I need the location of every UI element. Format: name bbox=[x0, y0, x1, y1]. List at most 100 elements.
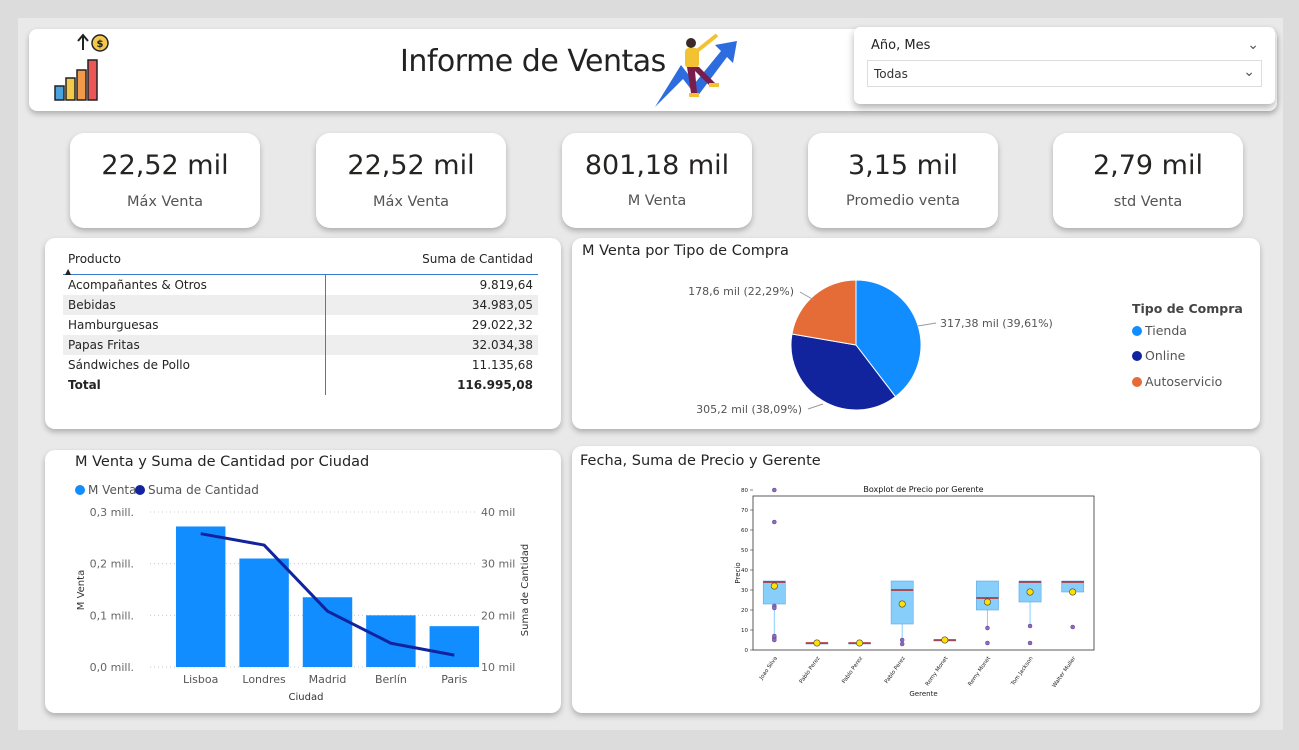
combo-chart-panel[interactable]: M Venta y Suma de Cantidad por Ciudad M … bbox=[45, 450, 561, 713]
bar-madrid bbox=[302, 597, 353, 667]
table: Producto ▲ Suma de Cantidad Acompañantes… bbox=[63, 248, 538, 395]
x-axis-tick-label: Madrid bbox=[309, 673, 347, 686]
y-axis-title: M Venta bbox=[76, 570, 87, 610]
boxplot-title: Boxplot de Precio por Gerente bbox=[863, 485, 983, 494]
x-axis-tick-label: Berlín bbox=[375, 673, 407, 686]
person-on-arrow-illustration bbox=[655, 33, 737, 107]
cell-quantity: 11.135,68 bbox=[325, 354, 538, 375]
pie-data-label: 178,6 mil (22,29%) bbox=[688, 285, 794, 298]
legend-item-suma-cantidad[interactable]: Suma de Cantidad bbox=[135, 483, 259, 497]
kpi-label: Máx Venta bbox=[126, 194, 204, 210]
pie-data-label: 305,2 mil (38,09%) bbox=[696, 403, 802, 416]
slicer-selected-value: Todas bbox=[874, 67, 908, 81]
y-axis-tick-label: 0,3 mill. bbox=[90, 506, 134, 519]
box bbox=[976, 580, 999, 611]
y-axis-tick-label: 0,0 mill. bbox=[90, 661, 134, 674]
outlier-point bbox=[1027, 623, 1033, 629]
column-header-quantity[interactable]: Suma de Cantidad bbox=[325, 248, 538, 275]
cell-product: Acompañantes & Otros bbox=[68, 277, 207, 292]
column-header-label: Producto bbox=[68, 252, 121, 266]
legend-label: M Venta bbox=[88, 483, 137, 497]
outlier-point bbox=[772, 637, 777, 643]
kpi-card-average-sale[interactable]: 3,15 mil Promedio venta bbox=[808, 133, 998, 228]
table-total-row: Total 116.995,08 bbox=[63, 374, 538, 395]
table-row[interactable]: Papas Fritas 32.034,38 bbox=[63, 334, 538, 355]
kpi-value: 801,18 mil bbox=[584, 150, 730, 181]
x-tick-label: Pablo Perez bbox=[841, 656, 864, 685]
pie-leader-line bbox=[917, 322, 937, 327]
y2-axis-tick-label: 20 mil bbox=[481, 609, 515, 622]
kpi-card-max-sale-2[interactable]: 22,52 mil Máx Venta bbox=[316, 133, 506, 228]
line-series-suma-cantidad bbox=[200, 532, 455, 657]
y-axis-tick-label: 0,1 mill. bbox=[90, 609, 134, 622]
y2-axis-tick-label: 10 mil bbox=[481, 661, 515, 674]
outlier-point bbox=[772, 519, 777, 525]
legend-item-m-venta[interactable]: M Venta bbox=[75, 483, 137, 497]
cell-quantity: 29.022,32 bbox=[325, 314, 538, 335]
legend-label: Tienda bbox=[1145, 323, 1187, 338]
y2-axis-tick-label: 40 mil bbox=[481, 506, 515, 519]
x-tick-label: Remy Monet bbox=[925, 655, 950, 687]
kpi-label: Máx Venta bbox=[372, 194, 450, 210]
legend-item-online[interactable]: Online bbox=[1132, 348, 1185, 363]
kpi-card-total-sales[interactable]: 801,18 mil M Venta bbox=[562, 133, 752, 228]
column-header-product[interactable]: Producto ▲ bbox=[63, 248, 326, 276]
y2-axis-tick-label: 30 mil bbox=[481, 558, 515, 571]
cell-quantity: 9.819,64 bbox=[325, 274, 538, 295]
kpi-value: 22,52 mil bbox=[101, 150, 229, 181]
legend-item-autoservicio[interactable]: Autoservicio bbox=[1132, 374, 1222, 389]
boxplot-image: Boxplot de Precio por Gerente 0 10 20 30 40 50… bbox=[734, 485, 1095, 698]
boxplot-panel-title: Fecha, Suma de Precio y Gerente bbox=[580, 453, 821, 469]
cell-quantity: 32.034,38 bbox=[325, 334, 538, 355]
cell-product: Papas Fritas bbox=[63, 334, 326, 355]
bar-berlín bbox=[366, 615, 416, 667]
bar-londres bbox=[239, 558, 289, 667]
product-quantity-table[interactable]: Producto ▲ Suma de Cantidad Acompañantes… bbox=[45, 238, 561, 429]
boxplot-panel[interactable]: Fecha, Suma de Precio y Gerente Boxplot … bbox=[572, 446, 1260, 713]
outlier-point bbox=[899, 637, 905, 643]
x-tick-label: Pablo Perez bbox=[884, 656, 907, 685]
y-tick-label: 0 bbox=[745, 648, 749, 654]
y-tick-label: 50 bbox=[741, 548, 748, 554]
report-title: Informe de Ventas bbox=[400, 44, 666, 79]
kpi-card-std-sale[interactable]: 2,79 mil std Venta bbox=[1053, 133, 1243, 228]
combo-chart[interactable]: 0,0 mill. 0,1 mill. 0,2 mill. 0,3 mill. 10 m… bbox=[45, 450, 561, 713]
x-tick-label: Pablo Perez bbox=[799, 656, 822, 685]
cell-quantity: 34.983,05 bbox=[325, 294, 538, 315]
pie-leader-line bbox=[799, 291, 815, 301]
table-row[interactable]: Acompañantes & Otros 9.819,64 bbox=[63, 274, 538, 295]
y-tick-label: 60 bbox=[741, 528, 748, 534]
boxplot-frame bbox=[752, 495, 1095, 651]
y-tick-label: 40 bbox=[741, 568, 748, 574]
y2-axis-title: Suma de Cantidad bbox=[520, 544, 531, 636]
x-tick-label: Remy Monet bbox=[967, 655, 992, 687]
outlier-point bbox=[1070, 624, 1075, 630]
table-row[interactable]: Sándwiches de Pollo 11.135,68 bbox=[63, 354, 538, 375]
outlier-point bbox=[985, 625, 990, 631]
pie-chart-panel[interactable]: M Venta por Tipo de Compra 317,38 mil (3… bbox=[572, 238, 1260, 429]
mean-marker bbox=[1069, 588, 1077, 596]
table-row[interactable]: Hamburguesas 29.022,32 bbox=[63, 314, 538, 335]
x-axis-title: Gerente bbox=[909, 690, 937, 698]
table-row[interactable]: Bebidas 34.983,05 bbox=[63, 294, 538, 315]
pie-chart[interactable]: 317,38 mil (39,61%) 305,2 mil (38,09%) 178… bbox=[572, 238, 1260, 429]
y-tick-label: 80 bbox=[741, 488, 748, 494]
sales-growth-icon: $ bbox=[54, 33, 109, 101]
year-month-slicer[interactable]: Año, Mes ⌄ Todas ⌄ bbox=[854, 27, 1275, 104]
mean-marker bbox=[856, 639, 864, 647]
x-axis-tick-label: Lisboa bbox=[183, 673, 218, 686]
kpi-value: 3,15 mil bbox=[847, 150, 958, 181]
slicer-dropdown[interactable]: Todas ⌄ bbox=[867, 60, 1262, 87]
mean-marker bbox=[898, 600, 906, 608]
cell-product: Bebidas bbox=[63, 294, 326, 315]
legend-item-tienda[interactable]: Tienda bbox=[1132, 323, 1187, 338]
pie-leader-line bbox=[807, 403, 824, 410]
pie-slice-online bbox=[790, 333, 897, 411]
chevron-down-icon[interactable]: ⌄ bbox=[1243, 64, 1255, 80]
chevron-down-icon[interactable]: ⌄ bbox=[1247, 37, 1259, 53]
x-axis-title: Ciudad bbox=[289, 692, 324, 703]
kpi-value: 2,79 mil bbox=[1092, 150, 1203, 181]
bar-paris bbox=[429, 626, 480, 667]
combo-chart-title: M Venta y Suma de Cantidad por Ciudad bbox=[75, 454, 370, 470]
kpi-card-max-sale[interactable]: 22,52 mil Máx Venta bbox=[70, 133, 260, 228]
